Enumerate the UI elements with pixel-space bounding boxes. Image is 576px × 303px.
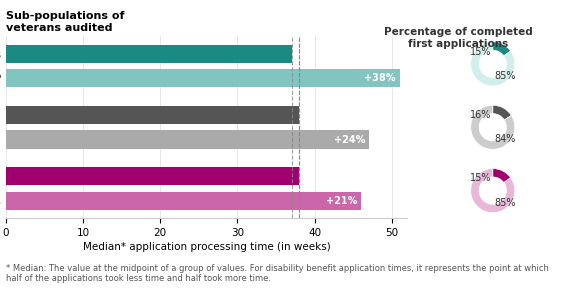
X-axis label: Median* application processing time (in weeks): Median* application processing time (in …: [83, 242, 331, 252]
Text: 15%: 15%: [470, 47, 491, 57]
Wedge shape: [471, 105, 515, 149]
Text: 84%: 84%: [494, 134, 516, 145]
Wedge shape: [471, 168, 515, 213]
Bar: [6, 69, 400, 88]
Text: Sub-populations of
veterans audited: Sub-populations of veterans audited: [6, 11, 124, 33]
Bar: [6, 191, 361, 210]
Wedge shape: [492, 42, 510, 56]
Bar: [6, 167, 300, 185]
Text: 16%: 16%: [470, 110, 491, 120]
Bar: [6, 106, 300, 124]
Text: +24%: +24%: [334, 135, 365, 145]
Bar: [6, 130, 369, 149]
Text: Percentage of completed
first applications: Percentage of completed first applicatio…: [384, 27, 532, 49]
Text: +21%: +21%: [326, 196, 357, 206]
Text: 85%: 85%: [494, 198, 516, 208]
Wedge shape: [492, 168, 510, 183]
Wedge shape: [471, 42, 515, 86]
Text: 85%: 85%: [494, 71, 516, 81]
Wedge shape: [492, 105, 511, 120]
Text: +38%: +38%: [365, 73, 396, 83]
Text: 15%: 15%: [470, 174, 491, 184]
Bar: [6, 45, 291, 63]
Text: * Median: The value at the midpoint of a group of values. For disability benefit: * Median: The value at the midpoint of a…: [6, 264, 548, 283]
